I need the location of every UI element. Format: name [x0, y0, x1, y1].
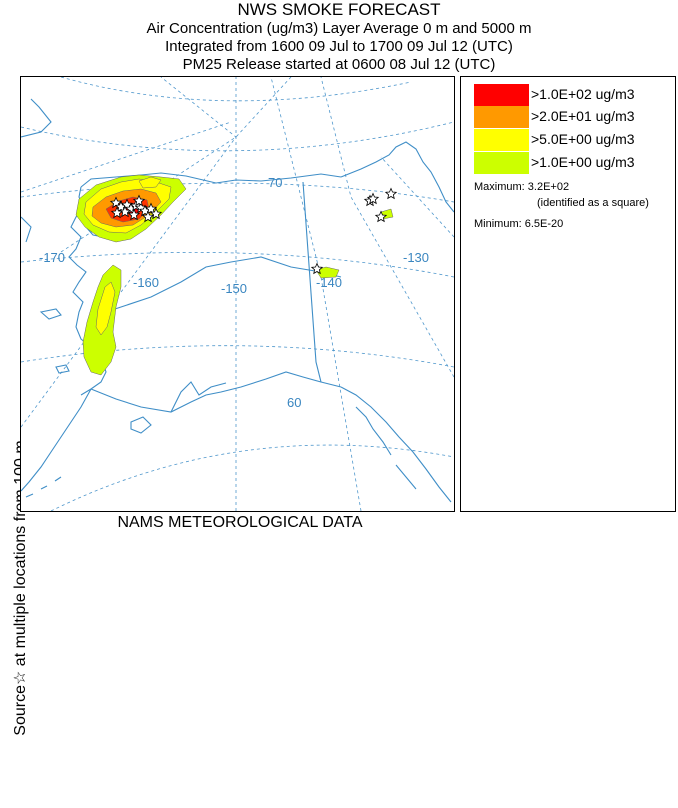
st-lawrence-island	[39, 308, 62, 320]
meridian-140	[270, 77, 362, 511]
source-star-icon	[132, 194, 146, 207]
latitude-line-65	[21, 251, 454, 278]
kodiak-island	[130, 416, 152, 434]
legend-minimum: Minimum: 6.5E-20	[474, 218, 564, 230]
subtitle-release-start: PM25 Release started at 0600 08 Jul 12 (…	[182, 56, 496, 73]
label-lon-150: -150	[221, 281, 247, 296]
legend-panel: >1.0E+02 ug/m3 >2.0E+01 ug/m3 >5.0E+00 u…	[460, 76, 676, 512]
legend-maximum-note: (identified as a square)	[537, 197, 649, 209]
legend-swatch	[474, 129, 529, 151]
southeast-panhandle	[340, 386, 452, 503]
legend-item: >1.0E+00 ug/m3	[474, 152, 674, 174]
alaska-peninsula	[21, 388, 92, 492]
plume-north-cell	[138, 176, 162, 189]
graticule-labels: -170 -160 -150 -140 -130 70 60	[39, 175, 429, 410]
legend-item: >2.0E+01 ug/m3	[474, 106, 674, 128]
label-lon-140: -140	[316, 275, 342, 290]
source-star-icon	[374, 210, 388, 223]
label-lat-60: 60	[287, 395, 301, 410]
yukon-river	[90, 256, 342, 318]
map-title: NWS SMOKE FORECAST	[237, 0, 441, 19]
legend-swatch	[474, 84, 529, 106]
label-lon-170: -170	[39, 250, 65, 265]
nunivak-island	[55, 364, 70, 374]
source-star-icon	[141, 210, 155, 223]
legend-label: >1.0E+02 ug/m3	[531, 86, 635, 102]
panhandle-islands	[355, 406, 417, 490]
chukotka-coast	[21, 98, 52, 243]
source-star-icon	[118, 205, 132, 218]
plume-sw-inner	[95, 281, 116, 336]
aleutian-islands	[25, 476, 62, 498]
latitude-line-80	[60, 77, 412, 102]
plume-interior-outer	[315, 266, 340, 279]
footer-data-source: NAMS METEOROLOGICAL DATA	[117, 514, 363, 531]
subtitle-integration-period: Integrated from 1600 09 Jul to 1700 09 J…	[165, 38, 513, 55]
source-star-icon	[366, 192, 380, 205]
meridian-130	[320, 77, 454, 378]
source-star-icon	[110, 206, 124, 219]
coastlines	[21, 98, 454, 503]
legend-item: >5.0E+00 ug/m3	[474, 129, 674, 151]
label-lon-130: -130	[403, 250, 429, 265]
subtitle-concentration: Air Concentration (ug/m3) Layer Average …	[146, 20, 532, 37]
source-star-icon	[310, 262, 324, 275]
source-star-icon	[127, 208, 141, 221]
meridian-120	[380, 156, 454, 238]
source-markers	[109, 187, 398, 275]
smoke-plume-southwest	[82, 264, 122, 376]
label-lon-160: -160	[133, 275, 159, 290]
legend-label: >1.0E+00 ug/m3	[531, 154, 635, 170]
alaska-canada-border	[302, 181, 322, 383]
source-star-icon	[384, 187, 398, 200]
label-lat-70: 70	[268, 175, 282, 190]
map-canvas: -170 -160 -150 -140 -130 70 60	[21, 77, 454, 511]
legend-label: >5.0E+00 ug/m3	[531, 131, 635, 147]
southcentral-coast	[170, 381, 227, 413]
source-star-icon	[144, 202, 158, 215]
legend-maximum: Maximum: 3.2E+02	[474, 181, 570, 193]
legend-swatch	[474, 106, 529, 128]
meridian-180	[21, 121, 232, 193]
legend-swatch	[474, 152, 529, 174]
canadian-arctic-coast	[340, 141, 454, 213]
latitude-line-55	[50, 444, 454, 511]
latitude-line-70	[21, 182, 454, 203]
legend-label: >2.0E+01 ug/m3	[531, 108, 635, 124]
source-star-icon	[149, 207, 163, 220]
legend-item: >1.0E+02 ug/m3	[474, 84, 674, 106]
latitude-line-75	[21, 121, 454, 152]
smoke-plume-interior	[315, 266, 340, 279]
smoke-forecast-map: -170 -160 -150 -140 -130 70 60	[20, 76, 455, 512]
